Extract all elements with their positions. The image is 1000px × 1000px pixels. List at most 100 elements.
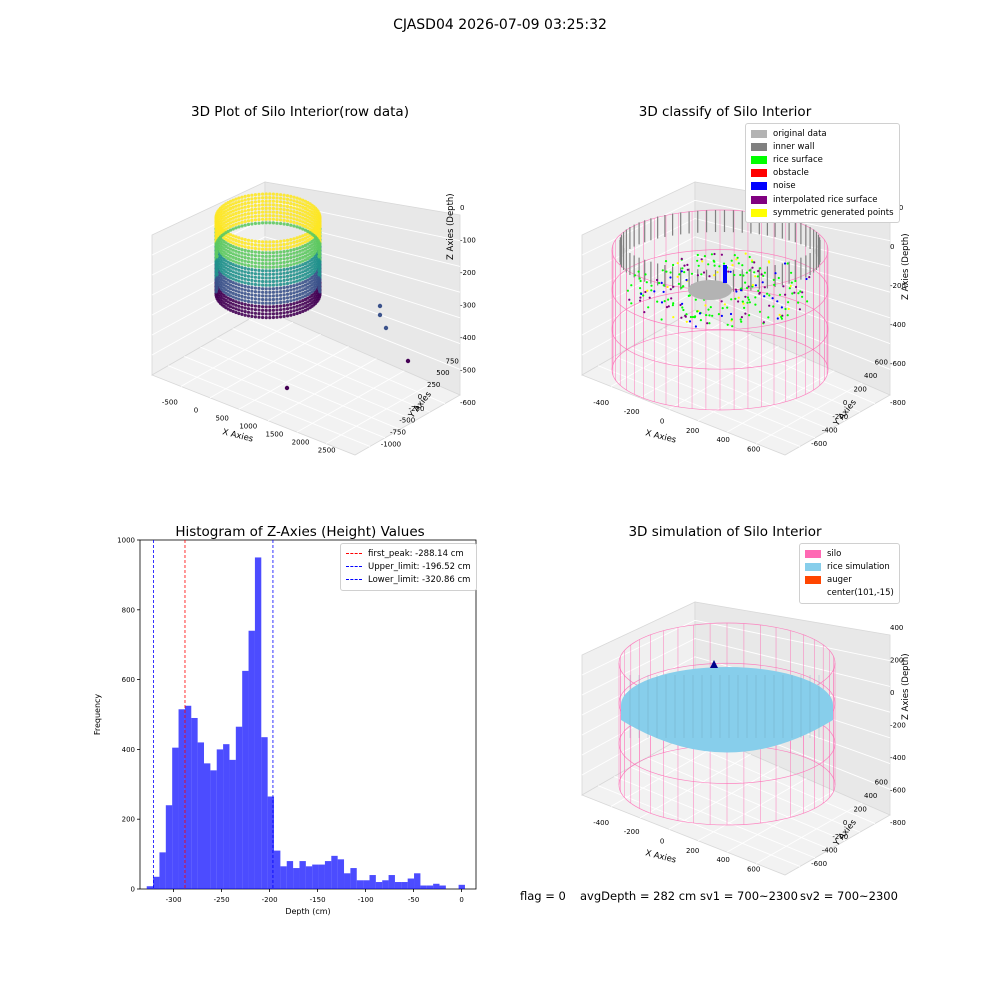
classify-surface-point [787, 262, 789, 264]
raw-scan-point [261, 218, 264, 221]
raw-scan-point [244, 216, 247, 219]
raw-scan-point [250, 264, 253, 267]
raw-scan-point [244, 303, 247, 306]
classify-surface-point [791, 292, 793, 294]
classify-surface-point [738, 297, 740, 299]
raw-scan-point [257, 316, 260, 319]
raw-scan-point [257, 262, 260, 265]
classify-legend-swatch [751, 182, 767, 190]
simulation-legend-label: auger [827, 575, 852, 585]
raw-scan-point [279, 215, 282, 218]
raw-scan-point [279, 301, 282, 304]
histogram-bar [312, 865, 318, 889]
raw-scan-point [216, 247, 219, 250]
raw-scan-point [250, 311, 253, 314]
raw-scan-point [247, 260, 250, 263]
raw-scan-point [272, 262, 275, 265]
raw-scan-point [279, 211, 282, 214]
raw-scan-point [272, 284, 275, 287]
raw-scan-point [286, 223, 289, 226]
raw-scan-point [275, 265, 278, 268]
raw-scan-point [301, 259, 304, 262]
raw-scan-point [265, 276, 268, 279]
raw-scan-point [234, 261, 237, 264]
raw-scan-point [286, 239, 289, 242]
raw-scan-point [244, 270, 247, 273]
raw-scan-point [234, 201, 237, 204]
raw-scan-point [254, 308, 257, 311]
raw-scan-point [289, 238, 292, 241]
classify-surface-point [746, 302, 748, 304]
raw-scan-point [286, 253, 289, 256]
raw-scan-point [283, 311, 286, 314]
raw-scan-point [234, 235, 237, 238]
raw-z-axis-label: Z Axies (Depth) [446, 193, 456, 260]
classify-y-tick: -600 [811, 440, 827, 448]
histogram-bar [255, 557, 261, 889]
raw-scan-point [247, 205, 250, 208]
raw-scan-point [250, 194, 253, 197]
raw-scan-point [286, 216, 289, 219]
raw-scan-point [254, 240, 257, 243]
classify-surface-point [627, 290, 629, 292]
histogram-y-tick: 400 [122, 746, 135, 754]
raw-scan-point [283, 297, 286, 300]
raw-scan-point [301, 241, 304, 244]
raw-scan-point [261, 284, 264, 287]
raw-scan-point [286, 282, 289, 285]
classify-surface-point [751, 259, 753, 261]
raw-scan-point [283, 215, 286, 218]
raw-scan-point [261, 248, 264, 251]
raw-scan-point [237, 312, 240, 315]
classify-y-tick: 600 [875, 359, 888, 367]
simulation-legend-item: center(101,-15) [805, 587, 894, 600]
classify-surface-point [763, 321, 765, 323]
raw-scan-point [216, 287, 219, 290]
raw-scan-point [250, 275, 253, 278]
classify-surface-point [678, 283, 680, 285]
raw-scan-point [257, 244, 260, 247]
raw-scan-point [257, 298, 260, 301]
raw-y-tick: 250 [427, 381, 440, 389]
raw-scan-point [275, 218, 278, 221]
classify-surface-point [773, 279, 775, 281]
raw-scan-point [240, 284, 243, 287]
raw-scan-point [237, 298, 240, 301]
raw-scan-point [232, 213, 235, 216]
classify-surface-point [754, 275, 756, 277]
classify-surface-point [727, 271, 729, 273]
raw-scan-point [261, 294, 264, 297]
classify-surface-point [681, 303, 683, 305]
histogram-bar [249, 631, 255, 889]
raw-scan-point [272, 276, 275, 279]
raw-scan-point [237, 236, 240, 239]
raw-scan-point [289, 252, 292, 255]
raw-scan-point [234, 239, 237, 242]
classify-surface-point [685, 316, 687, 318]
raw-scan-point [247, 304, 250, 307]
raw-scan-point [283, 257, 286, 260]
raw-scan-point [286, 278, 289, 281]
raw-scan-point [240, 266, 243, 269]
classify-legend-swatch [751, 169, 767, 177]
classify-surface-point [762, 281, 764, 283]
raw-y-tick: 500 [436, 369, 449, 377]
raw-scan-point [292, 237, 295, 240]
classify-surface-point [767, 316, 769, 318]
raw-scan-point [279, 297, 282, 300]
raw-scan-point [240, 277, 243, 280]
histogram-legend-swatch [346, 566, 362, 567]
raw-scan-point [286, 314, 289, 317]
classify-surface-point [749, 301, 751, 303]
raw-scan-point [216, 276, 219, 279]
raw-scan-point [244, 242, 247, 245]
raw-scan-point [254, 287, 257, 290]
raw-scan-point [272, 305, 275, 308]
raw-scan-point [292, 273, 295, 276]
raw-scan-point [301, 238, 304, 241]
raw-scan-point [301, 267, 304, 270]
simulation-legend-label: silo [827, 549, 841, 559]
classify-x-tick: -400 [593, 399, 609, 407]
raw-scan-point [272, 291, 275, 294]
raw-scan-point [257, 308, 260, 311]
